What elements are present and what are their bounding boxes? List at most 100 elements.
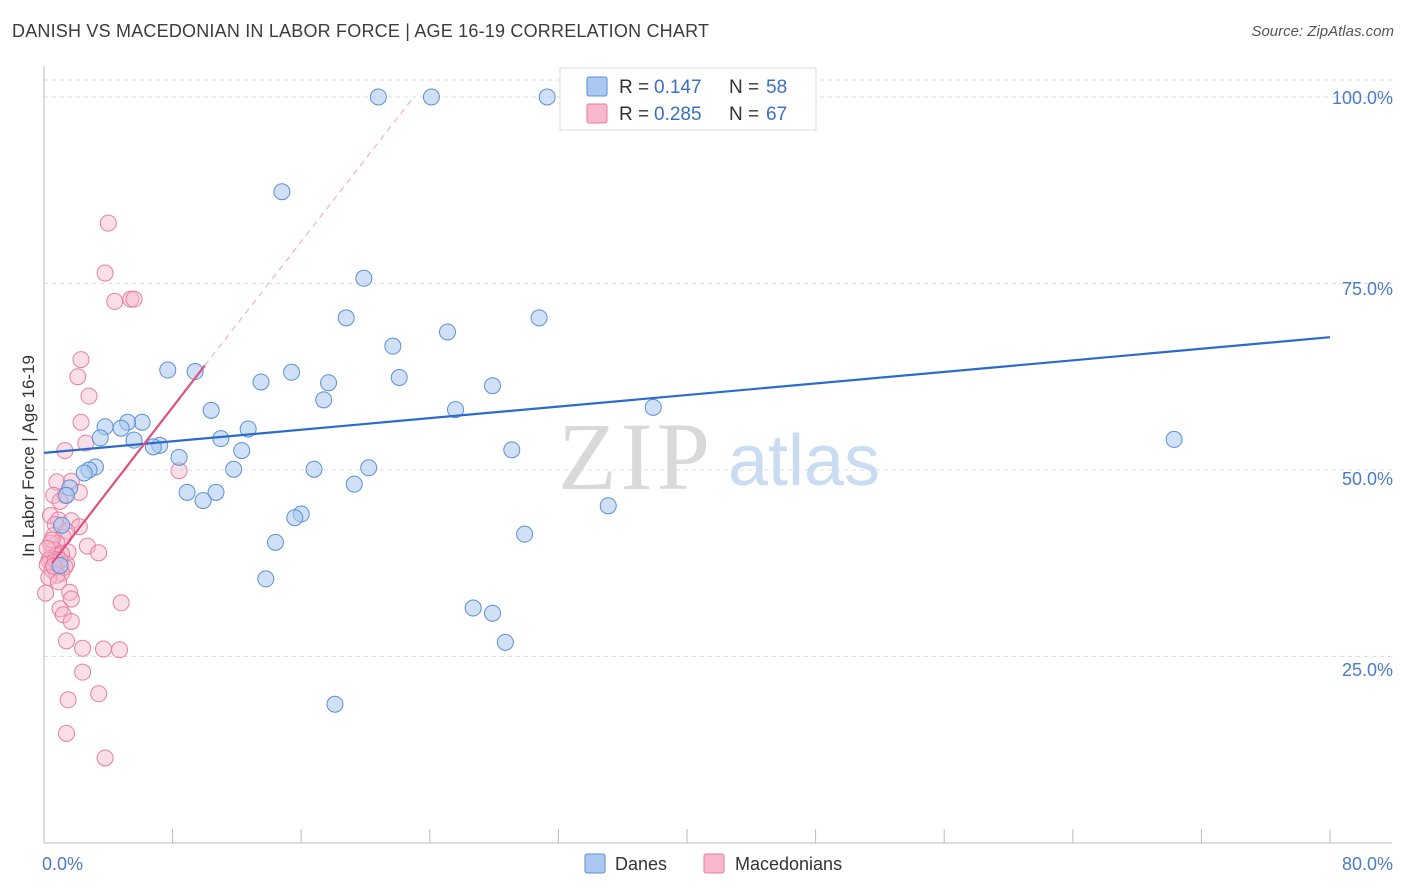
danes-point: [320, 374, 338, 392]
legend-swatch-macedonians: [586, 103, 608, 124]
macedonians-point: [62, 590, 80, 608]
danes-point: [326, 695, 344, 713]
macedonians-point: [90, 685, 108, 703]
legend-mac-n-label: N =: [729, 104, 759, 125]
danes-point: [170, 448, 188, 466]
macedonians-point: [62, 612, 80, 630]
legend-swatch-danes: [586, 76, 608, 97]
macedonians-point: [74, 639, 92, 657]
danes-point: [51, 556, 69, 574]
danes-point: [345, 475, 363, 493]
macedonians-point: [38, 539, 56, 557]
danes-point: [530, 309, 548, 327]
macedonians-point: [94, 640, 112, 658]
danes-points: [51, 88, 1183, 713]
danes-point: [369, 88, 387, 106]
danes-point: [538, 88, 556, 106]
legend-danes-r-label: R =: [619, 77, 649, 98]
macedonians-point: [96, 264, 114, 282]
trend-lines: [43, 96, 1331, 564]
watermark-atlas: atlas: [728, 421, 880, 501]
danes-point: [252, 373, 270, 391]
legend-mac-r-label: R =: [619, 104, 649, 125]
danes-trend-line: [43, 336, 1331, 454]
source-label: Source: ZipAtlas.com: [1251, 23, 1394, 40]
danes-point: [599, 497, 617, 515]
legend-mac-n-value: 67: [766, 104, 787, 125]
danes-point: [503, 441, 521, 459]
danes-point: [305, 460, 323, 478]
bottom-legend: Danes Macedonians: [584, 853, 842, 874]
y-tick-label-25: 25.0%: [1342, 660, 1393, 680]
danes-point: [58, 486, 76, 504]
legend-danes-n-value: 58: [766, 77, 787, 98]
macedonians-trend-line: [51, 364, 206, 564]
danes-point: [112, 419, 130, 437]
danes-point: [360, 459, 378, 477]
y-tick-label-50: 50.0%: [1342, 469, 1393, 489]
bottom-legend-macedonians: Macedonians: [735, 854, 842, 874]
danes-point: [207, 483, 225, 501]
macedonians-point: [49, 573, 67, 591]
danes-point: [315, 391, 333, 409]
macedonians-trend-extension: [204, 96, 415, 366]
danes-point: [273, 183, 291, 201]
danes-point: [178, 483, 196, 501]
legend-danes-r-value: 0.147: [654, 77, 702, 98]
macedonians-point: [90, 544, 108, 562]
axes: [43, 66, 1392, 844]
macedonians-point: [37, 584, 55, 602]
danes-point: [202, 401, 220, 419]
x-tick-label-min: 0.0%: [42, 854, 83, 874]
danes-point: [390, 368, 408, 386]
y-tick-label-100: 100.0%: [1332, 88, 1393, 108]
danes-point: [257, 570, 275, 588]
danes-point: [91, 429, 109, 447]
danes-point: [422, 88, 440, 106]
danes-point: [384, 337, 402, 355]
macedonians-point: [72, 413, 90, 431]
legend-mac-r-value: 0.285: [654, 104, 702, 125]
macedonians-point: [125, 290, 143, 308]
bottom-legend-danes: Danes: [615, 854, 667, 874]
danes-point: [225, 460, 243, 478]
macedonians-point: [111, 641, 129, 659]
danes-point: [283, 363, 301, 381]
macedonians-point: [69, 368, 87, 386]
watermark-zip: ZIP: [558, 403, 714, 510]
watermark: ZIP atlas: [558, 403, 880, 510]
grid: [44, 79, 1392, 657]
danes-point: [355, 269, 373, 287]
macedonians-point: [43, 531, 61, 549]
danes-point: [159, 361, 177, 379]
macedonians-point: [59, 691, 77, 709]
danes-point: [75, 464, 93, 482]
bottom-legend-swatch-danes: [584, 853, 606, 874]
legend: R = 0.147 N = 58 R = 0.285 N = 67: [559, 67, 817, 131]
macedonians-point: [74, 663, 92, 681]
danes-point: [644, 398, 662, 416]
danes-point: [286, 509, 304, 527]
macedonians-point: [41, 507, 59, 525]
danes-point: [438, 323, 456, 341]
danes-point: [194, 492, 212, 510]
danes-point: [212, 430, 230, 448]
macedonians-point: [96, 749, 114, 767]
y-axis-label: In Labor Force | Age 16-19: [19, 355, 38, 557]
legend-danes-n-label: N =: [729, 77, 759, 98]
danes-point: [496, 633, 514, 651]
macedonians-point: [99, 214, 117, 232]
y-tick-label-75: 75.0%: [1342, 279, 1393, 299]
danes-point: [144, 438, 162, 456]
danes-point: [337, 309, 355, 327]
macedonians-point: [72, 351, 90, 369]
danes-point: [464, 599, 482, 617]
danes-point: [516, 525, 534, 543]
macedonians-point: [61, 583, 79, 601]
macedonians-point: [58, 632, 76, 650]
danes-point: [53, 516, 71, 534]
macedonians-point: [112, 594, 130, 612]
macedonians-point: [106, 292, 124, 310]
danes-point: [483, 377, 501, 395]
